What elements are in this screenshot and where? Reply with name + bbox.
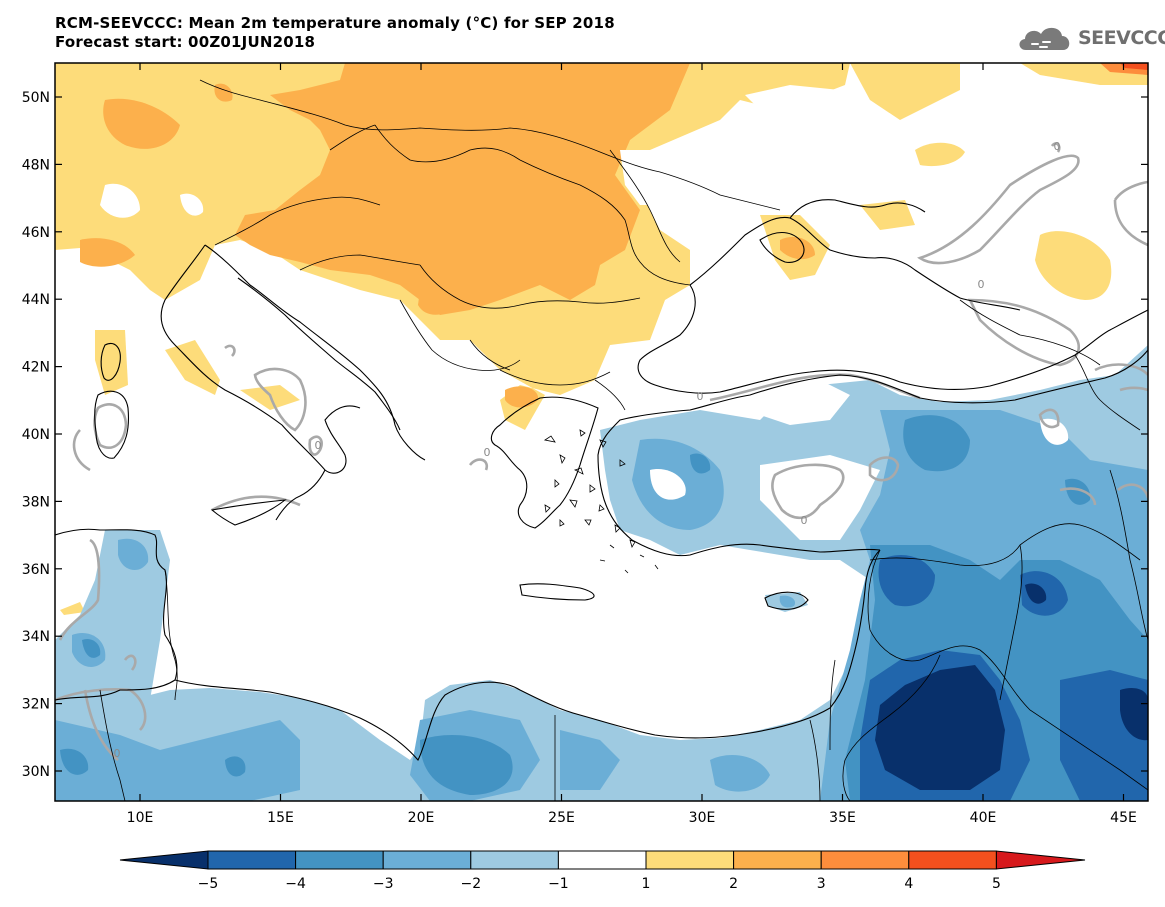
lon-label: 40E [970, 810, 997, 826]
aegean-islands [543, 429, 659, 574]
lat-label: 50N [22, 90, 50, 106]
neutral-anomaly-patches [100, 85, 1069, 540]
lon-label: 15E [267, 810, 294, 826]
contour-zero-label: 0 [484, 446, 491, 459]
longitude-axis: 10E 15E 20E 25E 30E 35E 40E 45E [127, 63, 1137, 826]
lat-label: 32N [22, 697, 50, 713]
colorbar-label: −5 [198, 876, 219, 892]
map-frame [54, 62, 1149, 802]
colorbar-label: 5 [992, 876, 1001, 892]
contour-zero-label: 0 [1054, 140, 1061, 153]
title-line-1: RCM-SEEVCCC: Mean 2m temperature anomaly… [55, 14, 615, 32]
lat-label: 44N [22, 292, 50, 308]
lat-label: 30N [22, 764, 50, 780]
lon-label: 20E [408, 810, 435, 826]
lat-label: 42N [22, 360, 50, 376]
lat-label: 40N [22, 427, 50, 443]
anomaly-field [55, 63, 1148, 801]
zero-contours [55, 142, 1148, 761]
country-borders [99, 79, 1148, 801]
contour-zero-label: 0 [978, 278, 985, 291]
colorbar-arrow-left [119, 850, 209, 870]
colorbar-label: 2 [729, 876, 738, 892]
colorbar-label: −3 [373, 876, 394, 892]
contour-zero-label: 0 [801, 514, 808, 527]
colorbar-arrow-right [995, 850, 1086, 870]
map-title: RCM-SEEVCCC: Mean 2m temperature anomaly… [55, 14, 615, 52]
contour-zero-label: 0 [697, 390, 704, 403]
lon-label: 30E [689, 810, 716, 826]
lat-label: 46N [22, 225, 50, 241]
cloud-icon [1019, 27, 1070, 50]
colorbar-segment [557, 850, 647, 870]
colorbar-label: 3 [817, 876, 826, 892]
coastlines [55, 199, 1148, 761]
lat-label: 38N [22, 494, 50, 510]
colorbar-segment [382, 850, 472, 870]
lat-label: 34N [22, 629, 50, 645]
colorbar-segment [908, 850, 997, 870]
colorbar-label: 1 [642, 876, 651, 892]
lat-label: 48N [22, 157, 50, 173]
lat-label: 36N [22, 562, 50, 578]
colorbar-label: −2 [460, 876, 481, 892]
colorbar-label: −1 [548, 876, 569, 892]
lon-label: 25E [548, 810, 575, 826]
latitude-axis: 50N 48N 46N 44N 42N 40N 38N 36N 34N 32N 30N [22, 90, 1148, 780]
lon-label: 10E [127, 810, 154, 826]
logo-text: SEEVCCC [1078, 27, 1165, 49]
lon-label: 45E [1110, 810, 1137, 826]
colorbar-segment [207, 850, 297, 870]
contour-zero-label: 0 [114, 747, 121, 760]
lon-label: 35E [829, 810, 856, 826]
cold-anomaly-level5 [875, 583, 1148, 790]
colorbar-segment [470, 850, 559, 870]
contour-zero-label: 0 [315, 439, 322, 452]
colorbar-segment [820, 850, 910, 870]
colorbar-label: 4 [904, 876, 913, 892]
seevccc-logo: SEEVCCC [1016, 22, 1165, 54]
colorbar-segment [645, 850, 735, 870]
title-line-2: Forecast start: 00Z01JUN2018 [55, 33, 316, 51]
colorbar: −5 −4 −3 −2 −1 1 2 3 4 5 [119, 850, 1086, 892]
colorbar-segment [733, 850, 822, 870]
colorbar-label: −4 [285, 876, 306, 892]
contour-labels: 0 0 0 0 0 0 0 [114, 140, 1061, 760]
colorbar-segment [295, 850, 384, 870]
